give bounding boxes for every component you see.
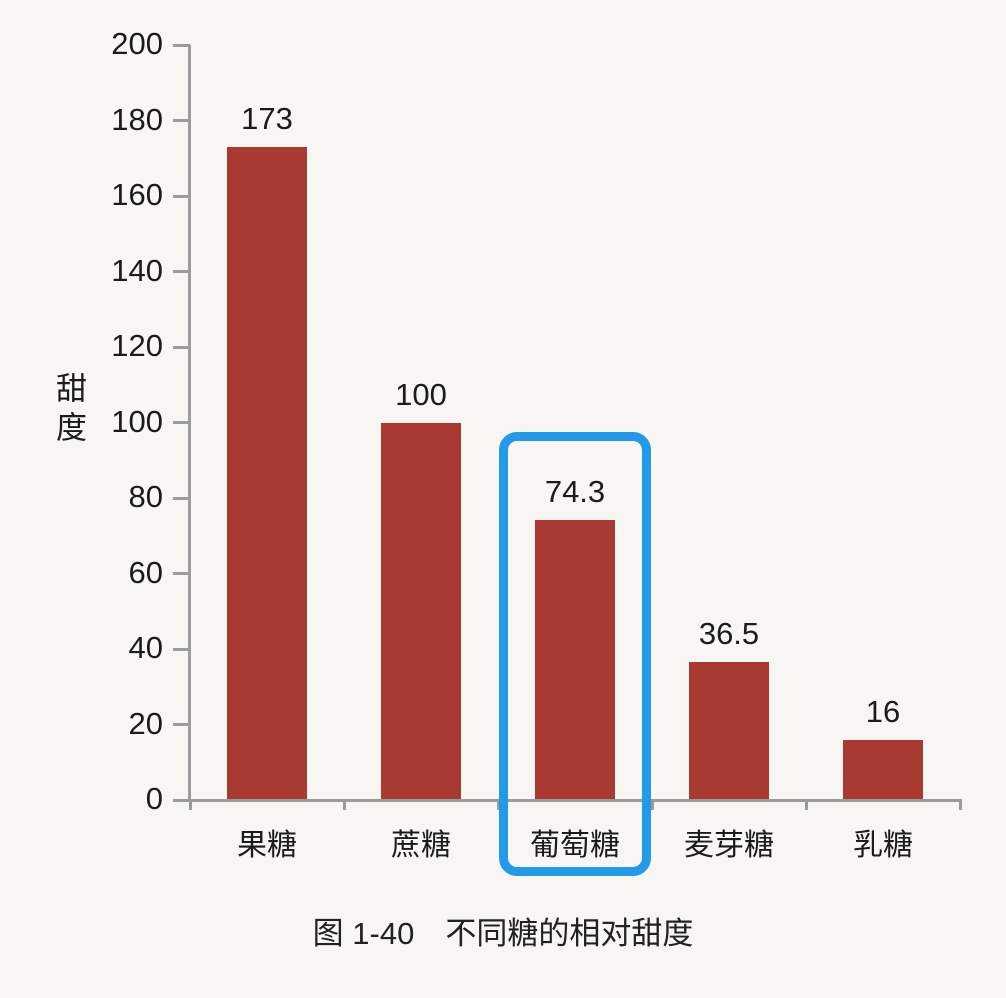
x-tick-mark	[958, 801, 962, 810]
figure-caption: 图 1-40 不同糖的相对甜度	[312, 916, 694, 951]
y-tick-label: 20	[128, 705, 163, 741]
y-tick-mark	[173, 723, 190, 726]
y-tick-label: 60	[128, 554, 163, 590]
y-tick-label: 100	[111, 403, 163, 439]
x-tick-mark	[342, 801, 346, 810]
bar	[381, 422, 461, 799]
bar	[843, 739, 923, 799]
category-label: 果糖	[237, 829, 297, 862]
category-label: 葡萄糖	[530, 829, 620, 862]
y-tick-mark	[173, 647, 190, 651]
category-label: 蔗糖	[391, 829, 451, 862]
category-label: 乳糖	[853, 829, 913, 862]
x-tick-mark	[188, 801, 192, 810]
y-tick-mark	[173, 496, 190, 500]
bar	[227, 146, 307, 799]
x-tick-mark	[496, 801, 500, 810]
bar-value-label: 100	[395, 376, 447, 412]
category-label: 麦芽糖	[684, 829, 774, 862]
bar-value-label: 74.3	[544, 473, 606, 509]
bar-value-label: 173	[241, 100, 293, 136]
y-tick-label: 120	[111, 328, 163, 363]
y-tick-label: 80	[128, 479, 163, 514]
y-tick-label: 180	[111, 101, 163, 137]
bar	[535, 519, 615, 799]
bar-value-label: 16	[865, 693, 901, 729]
x-tick-mark	[804, 801, 808, 810]
y-tick-label: 200	[111, 26, 163, 61]
y-tick-mark	[173, 421, 190, 424]
y-tick-label: 160	[111, 177, 163, 212]
y-tick-mark	[173, 43, 190, 47]
y-tick-mark	[173, 345, 190, 349]
x-tick-mark	[650, 801, 654, 810]
y-tick-label: 0	[145, 781, 163, 816]
y-tick-label: 140	[111, 252, 163, 288]
y-tick-label: 40	[128, 630, 163, 665]
x-axis-line	[188, 799, 962, 802]
y-tick-mark	[173, 270, 190, 273]
y-tick-mark	[173, 572, 190, 575]
y-tick-mark	[173, 119, 190, 122]
highlight-box	[499, 431, 651, 876]
y-tick-mark	[173, 194, 190, 198]
bar-value-label: 36.5	[698, 616, 760, 652]
y-axis-title: 甜度	[51, 372, 86, 450]
y-tick-mark	[173, 798, 190, 802]
bar	[689, 662, 769, 799]
